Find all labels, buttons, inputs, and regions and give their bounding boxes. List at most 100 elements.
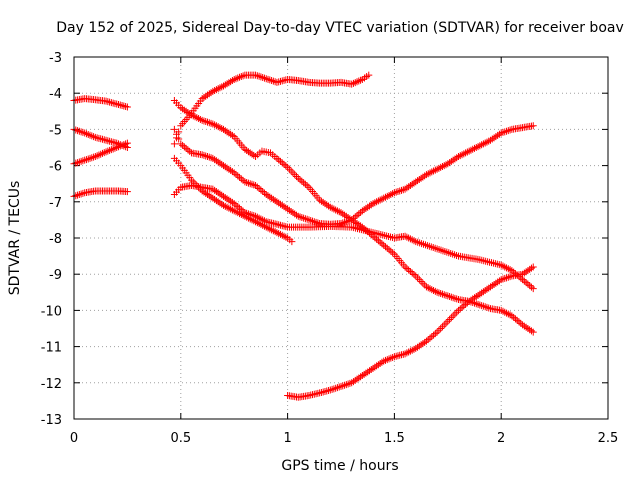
data-point-marker bbox=[433, 165, 441, 173]
data-point-marker bbox=[294, 174, 302, 182]
data-point-marker bbox=[408, 180, 416, 188]
data-point-marker bbox=[378, 195, 386, 203]
data-point-marker bbox=[527, 327, 535, 335]
data-point-marker bbox=[221, 194, 229, 202]
data-point-marker bbox=[358, 372, 366, 380]
data-point-marker bbox=[123, 103, 131, 111]
data-point-marker bbox=[479, 288, 487, 296]
data-point-marker bbox=[182, 107, 190, 115]
data-point-marker bbox=[209, 185, 217, 193]
series-arc-8 bbox=[170, 182, 537, 293]
data-point-marker bbox=[204, 118, 211, 126]
data-point-marker bbox=[504, 265, 512, 273]
data-point-marker bbox=[508, 312, 516, 320]
series-arc-1 bbox=[70, 95, 131, 111]
data-point-marker bbox=[216, 199, 224, 207]
data-point-marker bbox=[506, 311, 514, 319]
data-point-marker bbox=[467, 146, 475, 154]
data-point-marker bbox=[389, 249, 397, 257]
data-point-marker bbox=[447, 314, 455, 322]
data-point-marker bbox=[453, 295, 461, 303]
data-point-marker bbox=[204, 91, 211, 99]
data-point-marker bbox=[499, 128, 507, 136]
data-point-marker bbox=[442, 161, 450, 169]
plot-frame bbox=[73, 56, 609, 420]
data-point-marker bbox=[205, 90, 213, 98]
data-point-marker bbox=[237, 206, 245, 214]
data-point-marker bbox=[517, 319, 525, 327]
data-point-marker bbox=[401, 185, 409, 193]
data-point-marker bbox=[225, 204, 233, 212]
data-point-marker bbox=[209, 154, 217, 162]
data-point-marker bbox=[421, 172, 429, 180]
data-point-marker bbox=[218, 160, 226, 168]
data-point-marker bbox=[472, 300, 480, 308]
data-point-marker bbox=[241, 178, 249, 186]
data-point-marker bbox=[82, 130, 90, 138]
data-point-marker bbox=[481, 303, 489, 311]
data-point-marker bbox=[74, 159, 82, 167]
x-axis-ticks: 0 0.5 1 1.5 2 2.5 bbox=[70, 57, 618, 446]
data-point-marker bbox=[100, 149, 108, 157]
data-point-marker bbox=[212, 157, 220, 165]
data-point-marker bbox=[207, 154, 215, 162]
data-point-marker bbox=[325, 202, 333, 210]
data-point-marker bbox=[310, 218, 318, 226]
data-point-marker bbox=[408, 269, 416, 277]
data-point-marker bbox=[221, 81, 229, 89]
data-point-marker bbox=[376, 238, 384, 246]
data-point-marker bbox=[415, 175, 423, 183]
data-point-marker bbox=[339, 210, 347, 218]
data-point-marker bbox=[415, 342, 423, 350]
data-point-marker bbox=[280, 203, 288, 211]
data-point-marker bbox=[414, 177, 422, 185]
chart-title: Day 152 of 2025, Sidereal Day-to-day VTE… bbox=[56, 20, 624, 36]
data-point-marker bbox=[492, 279, 500, 287]
data-point-marker bbox=[259, 74, 267, 82]
series-arc-10 bbox=[284, 263, 537, 401]
data-point-marker bbox=[212, 86, 220, 94]
data-point-marker bbox=[300, 179, 308, 187]
data-point-marker bbox=[314, 219, 322, 227]
data-point-marker bbox=[193, 114, 201, 122]
data-point-marker bbox=[123, 188, 131, 196]
data-point-marker bbox=[392, 188, 400, 196]
data-point-marker bbox=[463, 148, 471, 156]
data-point-marker bbox=[104, 147, 112, 155]
series-arc-2 bbox=[70, 125, 131, 151]
data-point-marker bbox=[271, 197, 279, 205]
data-point-marker bbox=[241, 209, 249, 217]
data-point-marker bbox=[490, 280, 498, 288]
data-point-marker bbox=[456, 305, 464, 313]
data-point-marker bbox=[75, 191, 83, 199]
data-point-marker bbox=[186, 147, 194, 155]
data-point-marker bbox=[243, 147, 251, 155]
x-tick-label: 0 bbox=[70, 431, 78, 446]
data-point-marker bbox=[401, 350, 409, 358]
data-point-marker bbox=[223, 195, 231, 203]
data-point-marker bbox=[296, 213, 304, 221]
data-point-marker bbox=[260, 217, 268, 225]
data-point-marker bbox=[349, 79, 357, 87]
data-point-marker bbox=[485, 137, 493, 145]
data-point-marker bbox=[312, 218, 320, 226]
data-point-marker bbox=[220, 192, 228, 200]
data-point-marker bbox=[437, 290, 445, 298]
data-point-marker bbox=[180, 143, 188, 151]
series-arc-6 bbox=[170, 96, 537, 336]
y-axis-label: SDTVAR / TECUs bbox=[7, 181, 23, 296]
data-point-marker bbox=[349, 214, 357, 222]
data-point-marker bbox=[351, 213, 359, 221]
data-point-marker bbox=[478, 302, 486, 310]
data-point-marker bbox=[387, 191, 395, 199]
data-point-marker bbox=[344, 380, 352, 388]
data-point-marker bbox=[228, 198, 236, 206]
data-point-marker bbox=[284, 205, 292, 213]
data-point-marker bbox=[287, 167, 295, 175]
data-point-marker bbox=[260, 74, 268, 82]
data-point-marker bbox=[216, 124, 224, 132]
data-point-marker bbox=[218, 191, 226, 199]
data-point-marker bbox=[291, 171, 299, 179]
data-point-marker bbox=[266, 76, 274, 84]
data-point-marker bbox=[301, 180, 309, 188]
